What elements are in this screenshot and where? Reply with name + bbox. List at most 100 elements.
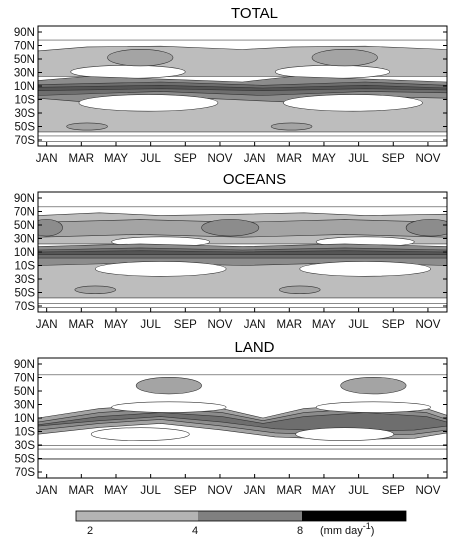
x-tick-label: MAR (277, 153, 303, 165)
y-tick-label: 70S (15, 135, 36, 147)
x-tick-label: JAN (36, 319, 58, 331)
y-tick-label: 30N (14, 68, 35, 80)
colorbar-segment (198, 511, 302, 521)
y-tick-label: 70S (15, 467, 36, 479)
contour-region (283, 94, 423, 112)
x-tick-label: SEP (174, 153, 197, 165)
y-tick-label: 50N (14, 220, 35, 232)
y-tick-label: 50N (14, 54, 35, 66)
x-tick-label: SEP (174, 485, 197, 497)
x-tick-label: SEP (382, 485, 405, 497)
y-tick-label: 30N (14, 234, 35, 246)
x-tick-label: MAR (69, 319, 95, 331)
y-tick-label: 90N (14, 27, 35, 39)
contour-region (38, 412, 447, 432)
contour-region (340, 376, 407, 395)
colorbar-label: 8 (297, 525, 303, 537)
contour-region (311, 49, 378, 67)
colorbar-segment (302, 511, 406, 521)
x-tick-label: MAR (69, 153, 95, 165)
contour-region (135, 376, 202, 395)
x-tick-label: JAN (244, 319, 266, 331)
x-tick-label: JUL (140, 485, 161, 497)
colorbar-unit-close: ) (371, 525, 375, 537)
y-tick-label: 10N (14, 247, 35, 259)
y-tick-label: 50S (15, 454, 36, 466)
contour-region (90, 427, 190, 442)
y-tick-label: 10S (15, 95, 36, 107)
y-tick-label: 10N (14, 81, 35, 93)
x-tick-label: NOV (208, 153, 233, 165)
y-tick-label: 30N (14, 400, 35, 412)
y-tick-label: 90N (14, 359, 35, 371)
x-tick-label: MAR (277, 319, 303, 331)
contour-region (38, 84, 447, 92)
x-tick-label: MAR (277, 485, 303, 497)
x-tick-label: MAY (312, 153, 336, 165)
contour-region (299, 261, 431, 277)
x-tick-label: NOV (415, 153, 440, 165)
y-tick-label: 10N (14, 413, 35, 425)
colorbar-label: 2 (87, 525, 93, 537)
contour-region (38, 219, 63, 237)
contour-region (405, 219, 447, 237)
x-tick-label: JUL (140, 319, 161, 331)
contour-region (315, 401, 431, 413)
x-tick-label: JUL (348, 153, 369, 165)
contour-region (78, 94, 219, 112)
contour-field (38, 26, 447, 146)
x-tick-label: SEP (174, 319, 197, 331)
x-tick-label: NOV (208, 319, 233, 331)
x-tick-label: MAY (104, 319, 128, 331)
x-tick-label: SEP (382, 153, 405, 165)
x-tick-label: MAY (312, 485, 336, 497)
contour-region (279, 285, 321, 294)
x-tick-label: MAY (104, 485, 128, 497)
contour-region (107, 49, 174, 67)
y-tick-label: 30S (15, 274, 36, 286)
colorbar-frame (75, 510, 407, 522)
contour-region (270, 122, 313, 131)
x-tick-label: NOV (208, 485, 233, 497)
x-tick-label: MAY (312, 319, 336, 331)
contour-region (295, 427, 395, 442)
x-tick-label: NOV (415, 319, 440, 331)
x-tick-label: NOV (415, 485, 440, 497)
panel-title: LAND (234, 339, 274, 356)
x-tick-label: MAY (104, 153, 128, 165)
contour-region (94, 261, 227, 277)
colorbar-segment (76, 511, 198, 521)
contour-region (74, 285, 117, 294)
x-tick-label: JUL (140, 153, 161, 165)
x-tick-label: JAN (244, 153, 266, 165)
y-tick-label: 10S (15, 261, 36, 273)
x-tick-label: JUL (348, 485, 369, 497)
y-tick-label: 50N (14, 386, 35, 398)
x-tick-label: MAR (69, 485, 95, 497)
y-tick-label: 30S (15, 440, 36, 452)
colorbar-label: 4 (192, 525, 198, 537)
y-tick-label: 50S (15, 288, 36, 300)
contour-region (111, 401, 227, 413)
y-tick-label: 70N (14, 373, 35, 385)
contour-region (38, 250, 447, 255)
y-tick-label: 70S (15, 301, 36, 313)
y-tick-label: 10S (15, 427, 36, 439)
x-tick-label: SEP (382, 319, 405, 331)
y-tick-label: 30S (15, 108, 36, 120)
y-tick-label: 70N (14, 41, 35, 53)
panel-title: OCEANS (223, 171, 286, 188)
contour-field (38, 192, 447, 312)
x-tick-label: JUL (348, 319, 369, 331)
panel-title: TOTAL (231, 5, 278, 22)
y-tick-label: 90N (14, 193, 35, 205)
colorbar-unit-exponent: -1 (363, 521, 371, 531)
colorbar: 2 4 8 (mm day-1) (75, 510, 407, 537)
contour-field (38, 358, 447, 478)
contour-region (66, 122, 108, 131)
y-tick-label: 50S (15, 122, 36, 134)
